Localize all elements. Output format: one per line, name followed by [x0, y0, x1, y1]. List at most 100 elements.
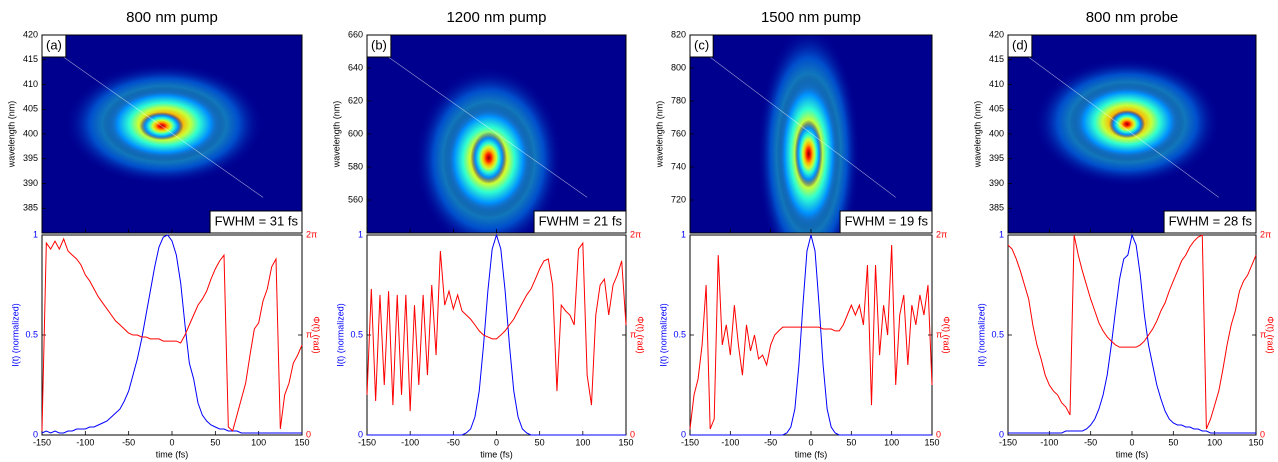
- x-tick-label: 100: [1207, 437, 1222, 447]
- x-tick-label: 100: [884, 437, 899, 447]
- y-tick-label: 760: [671, 128, 686, 138]
- y-tick-label: 780: [671, 95, 686, 105]
- x-tick-label: 100: [251, 437, 266, 447]
- diagonal-guide: [1025, 54, 1219, 198]
- x-tick-label: 50: [846, 437, 856, 447]
- x-tick-label: -100: [76, 437, 94, 447]
- x-tick-label: 150: [294, 437, 309, 447]
- y2-tick-label: 0: [630, 429, 635, 439]
- y-tick-label: 800: [671, 62, 686, 72]
- phase-line: [41, 237, 303, 432]
- x-tick-label: -150: [999, 437, 1017, 447]
- y-axis-label: wavelength (nm): [972, 101, 982, 169]
- x-tick-label: 100: [575, 437, 590, 447]
- y-tick-label: 580: [348, 161, 363, 171]
- panel-label: (d): [1012, 37, 1028, 52]
- y-tick-label: 0.5: [673, 329, 686, 339]
- panel-label-box: [41, 34, 67, 58]
- y-tick-label: 420: [23, 29, 38, 39]
- panel-label-box: [1007, 34, 1033, 58]
- y-tick-label: 0: [999, 429, 1004, 439]
- y-axis-label: wavelength (nm): [654, 101, 664, 169]
- x-axis-label: time (fs): [480, 449, 513, 459]
- y-tick-label: 1: [999, 229, 1004, 239]
- annotation-box: [1163, 210, 1257, 234]
- y-tick-label: 400: [989, 128, 1004, 138]
- panel-label-box: [366, 34, 392, 58]
- annotation-box: [533, 210, 627, 234]
- y2-axis-label: Φ(t) (rad): [312, 316, 322, 353]
- y-axis-label: I(t) (normalized): [10, 303, 20, 367]
- y-tick-label: 420: [989, 29, 1004, 39]
- x-tick-label: 50: [535, 437, 545, 447]
- phase-line: [366, 241, 627, 412]
- y-tick-label: 0: [33, 429, 38, 439]
- y-tick-label: 395: [23, 153, 38, 163]
- y-tick-label: 0.5: [350, 329, 363, 339]
- y-tick-label: 390: [989, 178, 1004, 188]
- plot-frame: [1007, 234, 1257, 436]
- x-tick-label: -150: [681, 437, 699, 447]
- heatmap: [1008, 35, 1256, 233]
- y-tick-label: 400: [23, 128, 38, 138]
- panel-title: 800 nm pump: [126, 9, 218, 26]
- y-tick-label: 640: [348, 62, 363, 72]
- intensity-line: [41, 234, 302, 434]
- heatmap: [690, 35, 932, 233]
- annotation: FWHM = 31 fs: [215, 213, 299, 228]
- x-tick-label: 150: [924, 437, 939, 447]
- y-tick-label: 740: [671, 161, 686, 171]
- y-tick-label: 405: [23, 104, 38, 114]
- y-axis-label: I(t) (normalized): [976, 303, 986, 367]
- panel-label: (c): [694, 37, 709, 52]
- x-tick-label: -50: [1084, 437, 1097, 447]
- y2-tick-label: 2π: [1260, 229, 1271, 239]
- y-axis-label: I(t) (normalized): [658, 303, 668, 367]
- x-axis-label: time (fs): [795, 449, 828, 459]
- heatmap-core: [1109, 110, 1146, 139]
- x-tick-label: 150: [618, 437, 633, 447]
- heatmap-core: [794, 119, 823, 188]
- x-tick-label: 50: [1168, 437, 1178, 447]
- y-axis-label: I(t) (normalized): [335, 303, 345, 367]
- x-tick-label: -100: [1040, 437, 1058, 447]
- x-tick-label: 0: [169, 437, 174, 447]
- y2-tick-label: 2π: [936, 229, 947, 239]
- y2-tick-label: π: [306, 329, 312, 339]
- diagonal-guide: [60, 54, 264, 198]
- annotation: FWHM = 21 fs: [539, 213, 623, 228]
- panel-label-box: [689, 34, 714, 58]
- annotation-box: [839, 210, 933, 234]
- y2-tick-label: 2π: [306, 229, 317, 239]
- y-axis-label: wavelength (nm): [6, 101, 16, 169]
- heatmap: [42, 35, 302, 233]
- x-tick-label: -150: [33, 437, 51, 447]
- y-tick-label: 0: [681, 429, 686, 439]
- y-tick-label: 415: [23, 54, 38, 64]
- y-tick-label: 660: [348, 29, 363, 39]
- y-tick-label: 0.5: [991, 329, 1004, 339]
- y2-axis-label: Φ(t) (rad): [942, 316, 952, 353]
- y2-tick-label: 0: [936, 429, 941, 439]
- y-tick-label: 600: [348, 128, 363, 138]
- y-tick-label: 1: [681, 229, 686, 239]
- annotation-box: [209, 210, 303, 234]
- panel-label: (a): [46, 37, 62, 52]
- panel-title: 1500 nm pump: [761, 9, 861, 26]
- intensity-line: [367, 233, 626, 436]
- y-tick-label: 1: [33, 229, 38, 239]
- y-tick-label: 410: [989, 79, 1004, 89]
- panel-label: (b): [371, 37, 387, 52]
- y-tick-label: 1: [358, 229, 363, 239]
- diagonal-guide: [384, 54, 588, 198]
- diagonal-guide: [706, 54, 896, 198]
- x-tick-label: -50: [447, 437, 460, 447]
- x-tick-label: 50: [210, 437, 220, 447]
- panel-title: 1200 nm pump: [446, 9, 546, 26]
- heatmap: [367, 35, 626, 233]
- y2-axis-label: Φ(t) (rad): [1266, 316, 1276, 353]
- y-tick-label: 720: [671, 194, 686, 204]
- y2-tick-label: π: [1260, 329, 1266, 339]
- x-tick-label: 0: [1129, 437, 1134, 447]
- heatmap-core: [470, 131, 507, 184]
